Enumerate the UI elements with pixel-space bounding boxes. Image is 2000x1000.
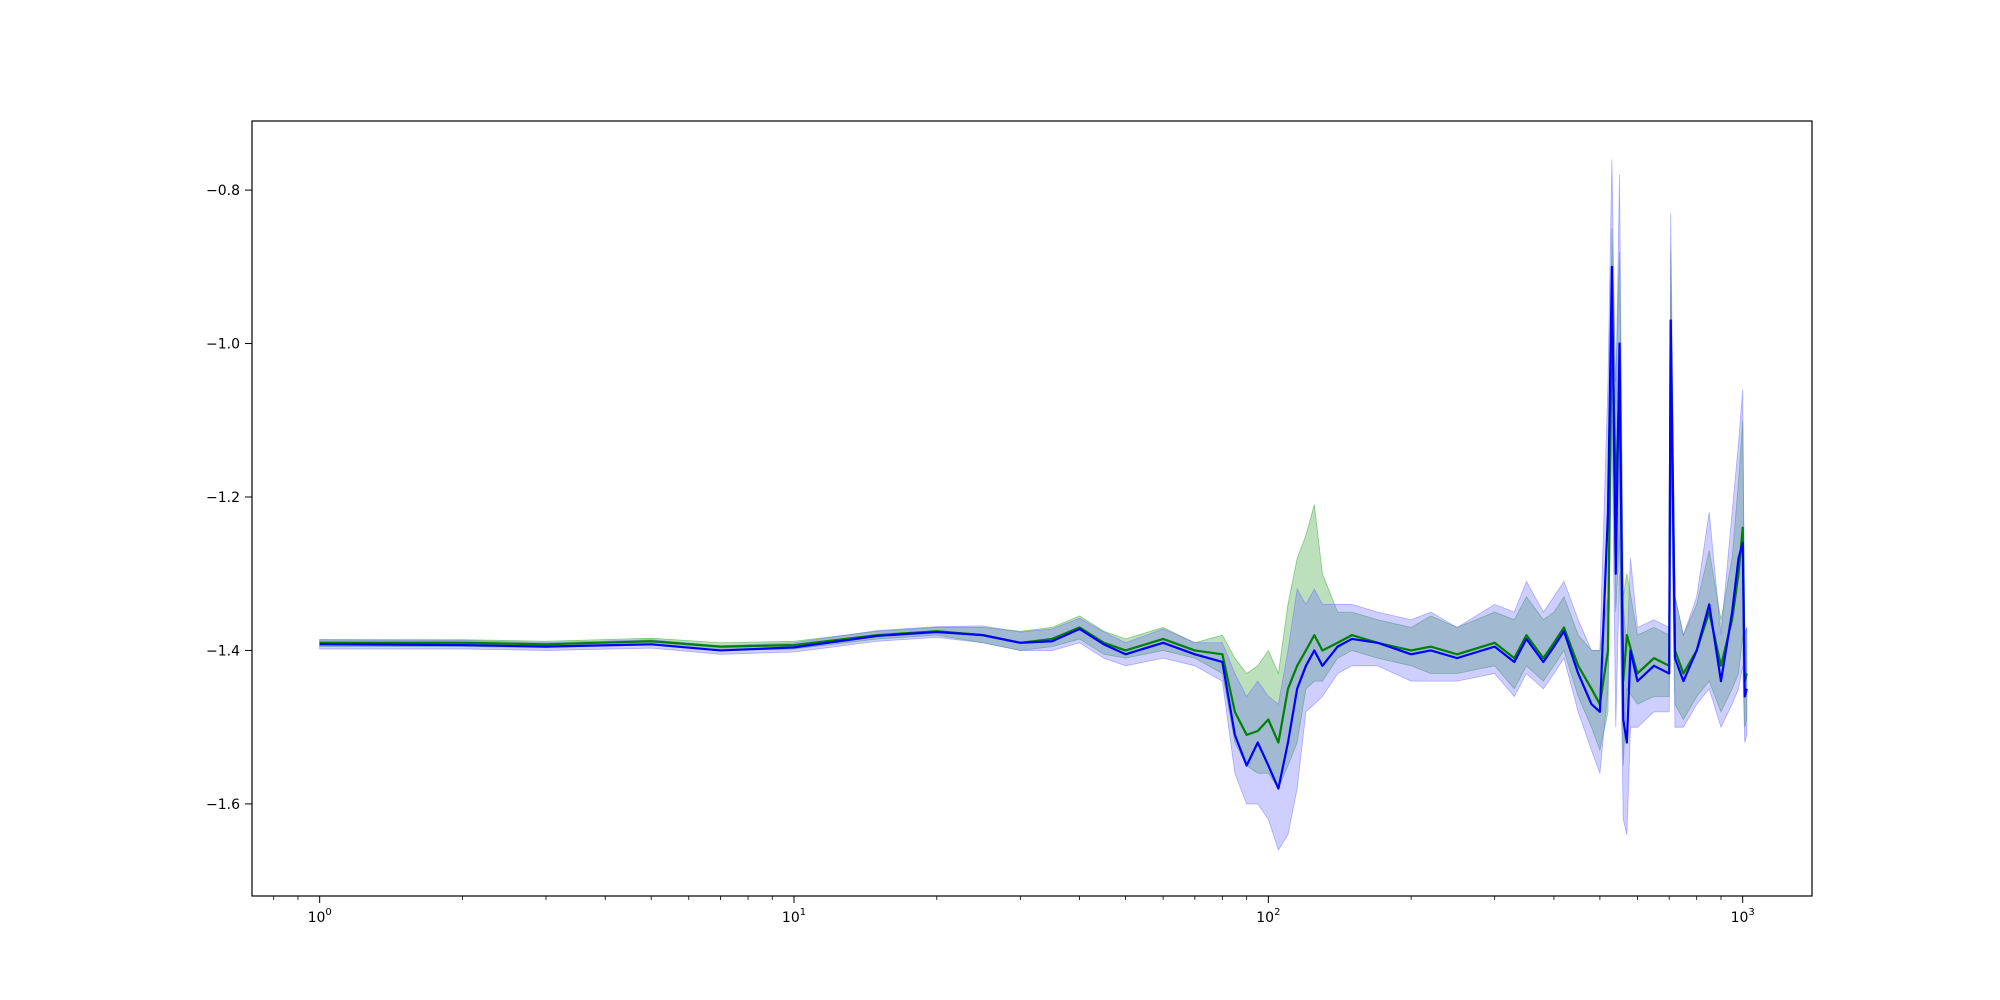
confidence-bands <box>319 159 1748 851</box>
series-1-band <box>319 159 1748 851</box>
x-tick-label-3: 103 <box>1731 907 1755 926</box>
plot-frame <box>251 120 1813 897</box>
series-lines <box>319 265 1748 790</box>
y-tick-label-0: −1.6 <box>206 797 240 813</box>
series-1-line <box>319 265 1748 790</box>
y-axis: −1.6 −1.4 −1.2 −1.0 −0.8 <box>206 183 252 813</box>
x-tick-label-2: 102 <box>1256 907 1280 926</box>
x-tick-label-0: 100 <box>308 907 332 926</box>
x-tick-label-1: 101 <box>782 907 806 926</box>
y-tick-label-3: −1.0 <box>206 337 240 353</box>
y-tick-label-1: −1.4 <box>206 643 240 659</box>
x-axis: 100 101 102 103 <box>273 896 1755 926</box>
y-tick-label-4: −0.8 <box>206 183 240 199</box>
y-tick-label-2: −1.2 <box>206 490 240 506</box>
